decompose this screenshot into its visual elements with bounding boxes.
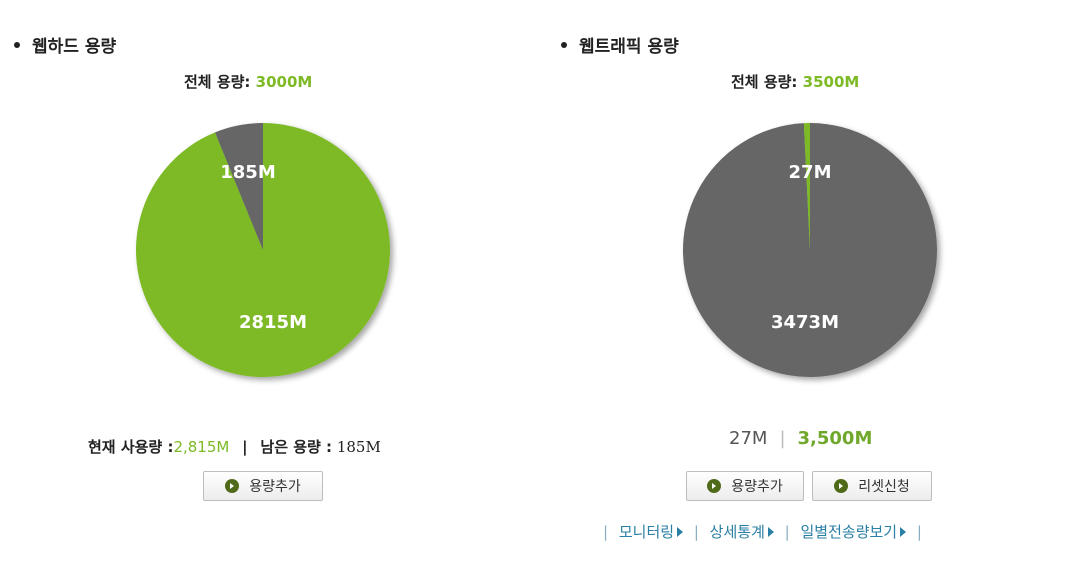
total-label: 전체 용량: — [731, 73, 798, 91]
traffic-panel: 웹트래픽 용량 전체 용량: 3500M 27M 3473M 27M | 3,500M… — [539, 0, 1078, 576]
traffic-links: | 모니터링 | 상세통계 | 일별전송량보기 | — [603, 523, 922, 541]
arrow-right-icon — [677, 526, 684, 537]
link-monitoring[interactable]: 모니터링 — [619, 523, 684, 541]
pie-slice-large — [135, 123, 390, 377]
arrow-circle-icon — [225, 479, 240, 493]
pie-slice-small — [215, 123, 263, 250]
webhard-title: 웹하드 용량 — [14, 32, 116, 57]
link-daily-transfer[interactable]: 일별전송량보기 — [801, 523, 907, 541]
arrow-right-icon — [900, 526, 907, 537]
link-detail-stats[interactable]: 상세통계 — [710, 523, 774, 541]
arrow-circle-icon — [707, 479, 722, 493]
traffic-usage-summary: 27M | 3,500M — [729, 428, 872, 449]
webhard-usage-summary: 현재 사용량 :2,815M | 남은 용량 : 185M — [88, 436, 381, 457]
webhard-add-capacity-button[interactable]: 용량추가 — [203, 471, 323, 501]
webhard-total: 전체 용량: 3000M — [184, 71, 312, 92]
separator: | — [779, 428, 786, 449]
arrow-circle-icon — [834, 479, 849, 493]
total-value: 3000M — [255, 73, 313, 91]
separator: | — [242, 438, 248, 456]
traffic-total-value: 3,500M — [797, 428, 873, 449]
pie-label-large: 2815M — [239, 312, 307, 333]
webhard-pie-chart: 185M 2815M — [130, 118, 400, 388]
bullet-icon — [14, 42, 20, 48]
traffic-add-capacity-button[interactable]: 용량추가 — [686, 471, 804, 501]
traffic-pie-chart: 27M 3473M — [677, 118, 947, 388]
total-label: 전체 용량: — [184, 73, 251, 91]
pie-slice-small — [803, 123, 810, 250]
bullet-icon — [561, 42, 567, 48]
pie-label-large: 3473M — [771, 312, 839, 333]
webhard-panel: 웹하드 용량 전체 용량: 3000M 185M 2815M 현재 사용량 :2,… — [14, 32, 400, 501]
current-usage-label: 현재 사용량 : — [88, 438, 174, 456]
remaining-value: 185M — [336, 438, 381, 456]
pie-label-small: 185M — [220, 162, 276, 183]
traffic-total: 전체 용량: 3500M — [731, 71, 859, 92]
traffic-used-value: 27M — [729, 428, 768, 449]
current-usage-value: 2,815M — [173, 438, 230, 456]
remaining-label: 남은 용량 : — [260, 438, 333, 456]
traffic-title: 웹트래픽 용량 — [561, 32, 679, 57]
traffic-reset-request-button[interactable]: 리셋신청 — [812, 471, 932, 501]
arrow-right-icon — [767, 526, 774, 537]
total-value: 3500M — [802, 73, 860, 91]
pie-label-small: 27M — [789, 162, 832, 183]
